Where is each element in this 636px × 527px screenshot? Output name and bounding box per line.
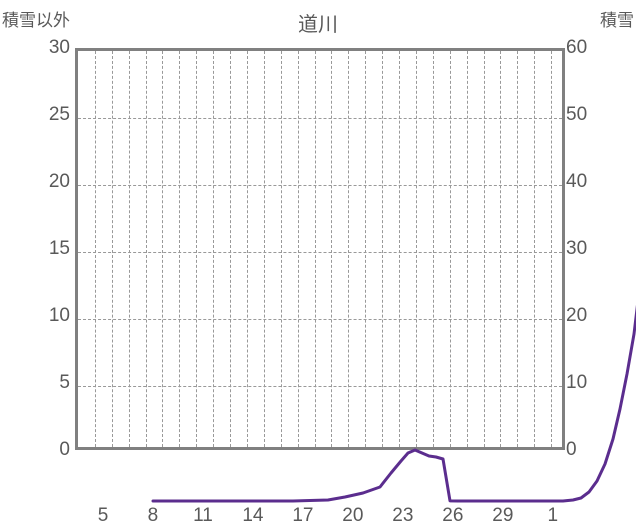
x-tick-17: 17 [292,505,313,527]
y-tick-right-40: 40 [566,171,606,193]
x-tick-29: 29 [492,505,513,527]
y-tick-right-20: 20 [566,305,606,327]
x-tick-14: 14 [242,505,263,527]
x-tick-8: 8 [148,505,159,527]
y-tick-left-5: 5 [30,372,70,394]
chart-title: 道川 [0,8,636,37]
y-tick-right-10: 10 [566,372,606,394]
y-tick-left-15: 15 [30,238,70,260]
vertical-gridline-3 [129,51,130,447]
vertical-gridline-4 [146,51,147,447]
vertical-gridline-2 [112,51,113,447]
y-tick-left-30: 30 [30,37,70,59]
y-tick-left-20: 20 [30,171,70,193]
left-axis-label: 積雪以外 [2,6,70,31]
x-tick-11: 11 [193,505,213,527]
y-tick-right-60: 60 [566,37,606,59]
y-tick-right-30: 30 [566,238,606,260]
x-tick-5: 5 [98,505,109,527]
chart-container: 道川 積雪以外 積雪 5 8 11 14 17 20 23 26 29 1 0 5 10 15 20 25 3… [0,0,636,501]
y-tick-right-50: 50 [566,104,606,126]
data-line-chart [153,99,636,501]
y-tick-right-0: 0 [566,439,606,461]
x-tick-20: 20 [342,505,363,527]
x-tick-1: 1 [548,505,559,527]
right-axis-label: 積雪 [600,6,634,31]
data-series-polyline [153,242,636,501]
y-tick-left-10: 10 [30,305,70,327]
x-tick-23: 23 [392,505,413,527]
vertical-gridline-1 [95,51,96,447]
y-tick-left-25: 25 [30,104,70,126]
x-tick-26: 26 [442,505,463,527]
y-tick-left-0: 0 [30,439,70,461]
plot-area: 5 8 11 14 17 20 23 26 29 1 [75,48,565,450]
